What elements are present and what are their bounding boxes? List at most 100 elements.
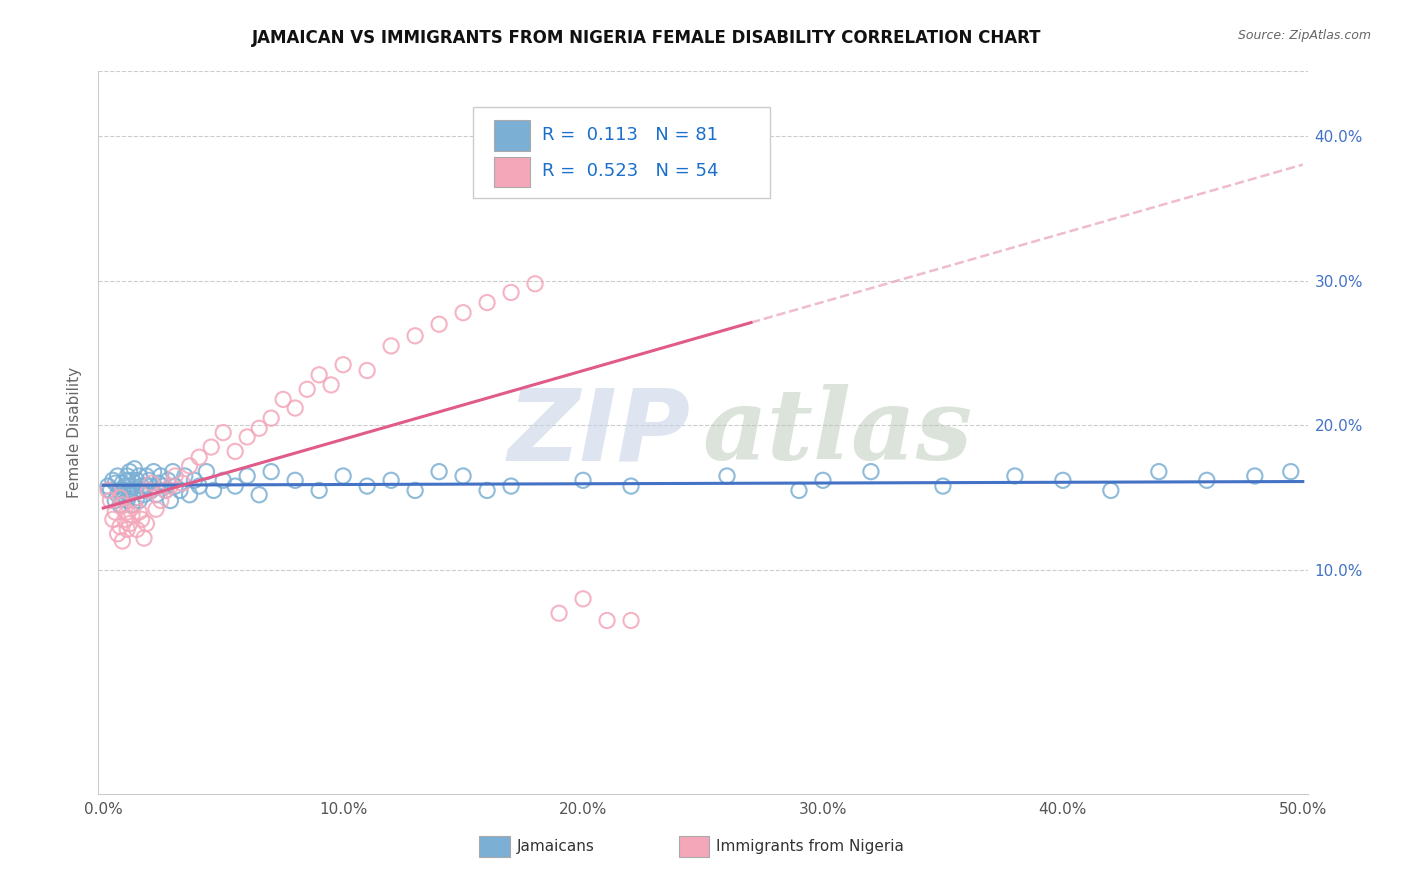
Point [124, 498, 146, 512]
Point [118, 483, 141, 498]
Point [111, 476, 134, 491]
Point [121, 473, 143, 487]
Point [149, 469, 172, 483]
Point [380, 339, 402, 353]
Point [97, 479, 120, 493]
Text: JAMAICAN VS IMMIGRANTS FROM NIGERIA FEMALE DISABILITY CORRELATION CHART: JAMAICAN VS IMMIGRANTS FROM NIGERIA FEMA… [252, 29, 1042, 46]
Point [451, 469, 474, 483]
Point [107, 469, 129, 483]
Point [131, 512, 153, 526]
Point [128, 469, 150, 483]
Point [142, 465, 165, 479]
Point [114, 512, 136, 526]
Point [475, 483, 498, 498]
Point [115, 523, 138, 537]
Point [135, 479, 157, 493]
Point [111, 498, 134, 512]
Point [101, 473, 124, 487]
Point [155, 483, 177, 498]
Point [932, 479, 955, 493]
Point [620, 614, 643, 628]
Point [121, 479, 143, 493]
Point [118, 516, 141, 531]
Point [173, 469, 195, 483]
Bar [679, 836, 709, 857]
Point [356, 363, 378, 377]
Point [224, 444, 246, 458]
Point [332, 469, 354, 483]
Point [118, 465, 141, 479]
Point [104, 476, 127, 491]
Point [260, 411, 283, 425]
Point [1099, 483, 1122, 498]
Point [332, 358, 354, 372]
Text: R =  0.523   N = 54: R = 0.523 N = 54 [543, 162, 718, 180]
Point [451, 306, 474, 320]
Point [128, 505, 150, 519]
Point [141, 483, 163, 498]
Text: atlas: atlas [703, 384, 973, 481]
Point [101, 512, 124, 526]
Point [149, 493, 172, 508]
Point [118, 488, 141, 502]
Y-axis label: Female Disability: Female Disability [67, 367, 83, 499]
Point [121, 508, 143, 522]
Point [1195, 473, 1218, 487]
Point [260, 465, 283, 479]
Point [108, 491, 131, 505]
Point [132, 488, 155, 502]
Point [124, 483, 146, 498]
Point [138, 473, 160, 487]
Point [104, 505, 127, 519]
Text: R =  0.113   N = 81: R = 0.113 N = 81 [543, 126, 718, 144]
Point [107, 488, 129, 502]
FancyBboxPatch shape [474, 108, 769, 198]
Point [115, 493, 138, 508]
Point [356, 479, 378, 493]
Point [169, 483, 191, 498]
Point [224, 479, 246, 493]
Point [179, 488, 201, 502]
Text: Source: ZipAtlas.com: Source: ZipAtlas.com [1237, 29, 1371, 42]
Point [159, 493, 181, 508]
Point [121, 498, 143, 512]
Point [1147, 465, 1170, 479]
Point [135, 516, 157, 531]
Point [524, 277, 547, 291]
Point [108, 519, 131, 533]
Point [145, 502, 167, 516]
Point [114, 479, 136, 493]
Point [572, 591, 595, 606]
Point [115, 505, 138, 519]
Point [499, 285, 522, 300]
Point [156, 473, 179, 487]
Point [114, 491, 136, 505]
Point [124, 462, 146, 476]
Point [200, 440, 222, 454]
Point [100, 493, 122, 508]
Point [427, 465, 450, 479]
Point [115, 469, 138, 483]
Point [188, 479, 211, 493]
Point [159, 479, 181, 493]
Point [107, 526, 129, 541]
Point [1243, 469, 1265, 483]
Point [138, 483, 160, 498]
Point [111, 533, 134, 548]
Point [188, 450, 211, 465]
Point [236, 430, 259, 444]
Point [108, 483, 131, 498]
Point [271, 392, 294, 407]
Point [104, 493, 127, 508]
Point [308, 368, 330, 382]
Point [284, 401, 307, 415]
Point [115, 473, 138, 487]
Text: ZIP: ZIP [508, 384, 690, 481]
Point [620, 479, 643, 493]
Bar [479, 836, 509, 857]
Point [155, 483, 177, 498]
Text: Jamaicans: Jamaicans [517, 839, 595, 855]
Point [135, 469, 157, 483]
Point [247, 421, 270, 435]
Point [308, 483, 330, 498]
